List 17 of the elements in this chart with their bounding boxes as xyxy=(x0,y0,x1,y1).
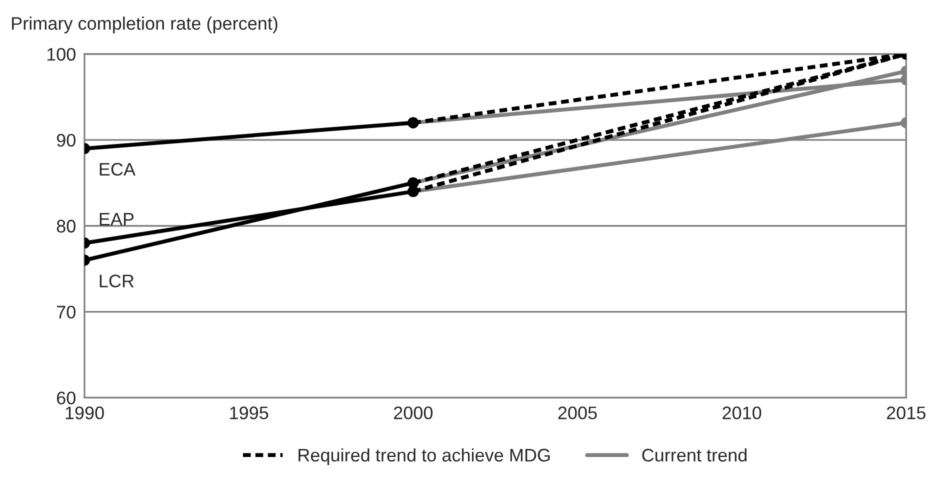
y-axis-title: Primary completion rate (percent) xyxy=(12,16,278,34)
y-tick-label: 70 xyxy=(57,306,76,319)
series-label: EAP xyxy=(100,212,134,226)
legend-label: Required trend to achieve MDG xyxy=(298,448,550,466)
series-label: LCR xyxy=(100,274,134,288)
x-tick-label: 1995 xyxy=(230,406,268,420)
legend-label: Current trend xyxy=(642,448,747,462)
x-tick-label: 1990 xyxy=(66,406,104,420)
y-tick-label: 80 xyxy=(56,220,76,233)
x-tick-label: 2000 xyxy=(394,406,433,420)
y-tick-label: 60 xyxy=(57,392,76,404)
series-label: ECA xyxy=(100,162,136,176)
x-tick-label: 2015 xyxy=(886,406,926,420)
y-tick-label: 100 xyxy=(47,48,76,61)
x-tick-label: 2005 xyxy=(558,406,597,420)
y-tick-label: 90 xyxy=(56,134,76,147)
x-tick-label: 2010 xyxy=(722,406,762,420)
